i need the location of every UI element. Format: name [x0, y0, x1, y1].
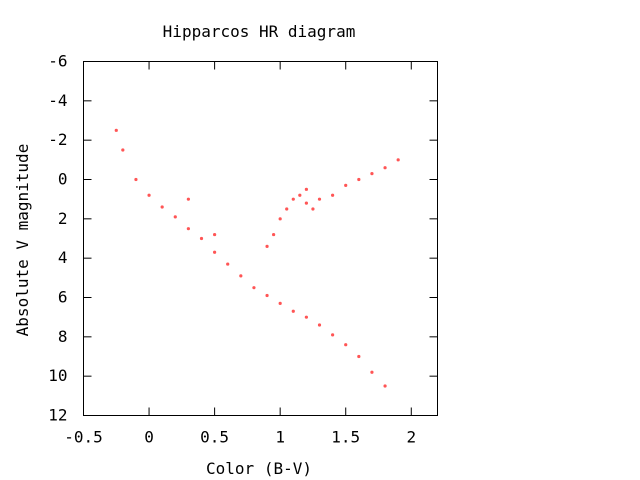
data-point	[291, 309, 295, 313]
x-tick-label: 0	[144, 428, 154, 447]
x-tick-label: 2	[406, 428, 416, 447]
axis-ticks: -0.5 0 0.5 1 1.5 2 -6 -4 -2 0 2 4 6 8 10 12	[48, 52, 438, 447]
data-point	[317, 323, 322, 327]
data-point	[370, 370, 374, 374]
data-point	[252, 286, 256, 290]
y-axis-label: Absolute V magnitude	[13, 144, 32, 337]
data-point	[383, 166, 387, 170]
data-point	[173, 215, 177, 219]
data-point	[160, 205, 164, 209]
data-point	[134, 177, 138, 182]
x-tick-label: -0.5	[64, 428, 103, 447]
data-point	[186, 197, 190, 201]
y-tick-label: 8	[58, 327, 68, 346]
y-tick-label: 12	[48, 406, 67, 425]
data-point	[396, 158, 400, 162]
data-point	[344, 343, 348, 347]
data-point	[304, 315, 308, 319]
y-tick-label: -4	[48, 91, 67, 110]
x-tick-label: 1.5	[331, 428, 360, 447]
data-point	[285, 207, 289, 211]
y-tick-label: 4	[58, 248, 68, 267]
y-tick-label: 10	[48, 366, 67, 385]
data-point	[357, 177, 361, 182]
data-point	[278, 301, 282, 305]
y-tick-label: 0	[58, 170, 68, 189]
x-tick-label: 0.5	[200, 428, 229, 447]
data-point	[265, 293, 269, 298]
data-point	[186, 227, 190, 231]
data-point	[304, 201, 308, 205]
data-point	[298, 193, 302, 197]
y-tick-label: 6	[58, 288, 68, 307]
data-point	[265, 244, 269, 248]
data-point	[331, 333, 335, 337]
data-point	[213, 232, 217, 237]
y-tick-label: 2	[58, 209, 68, 228]
data-point	[147, 193, 151, 197]
data-point	[383, 384, 387, 388]
data-point	[213, 250, 217, 254]
data-point	[344, 183, 348, 187]
chart-title: Hipparcos HR diagram	[163, 22, 356, 41]
data-point	[331, 193, 335, 197]
y-tick-label: -2	[48, 130, 67, 149]
data-point	[114, 128, 118, 132]
data-point	[121, 148, 125, 152]
data-point	[304, 187, 308, 191]
plot-frame	[83, 61, 438, 416]
data-point	[239, 274, 243, 278]
data-point	[291, 197, 295, 201]
data-point	[199, 236, 204, 241]
x-tick-label: 1	[275, 428, 285, 447]
data-point	[311, 207, 315, 211]
data-point	[357, 354, 361, 359]
data-point	[278, 217, 282, 221]
data-point	[370, 172, 374, 176]
data-point	[272, 232, 276, 237]
data-point	[317, 197, 322, 201]
y-tick-label: -6	[48, 52, 67, 71]
data-point	[226, 262, 230, 266]
scatter-points	[114, 128, 400, 388]
x-axis-label: Color (B-V)	[206, 459, 312, 478]
